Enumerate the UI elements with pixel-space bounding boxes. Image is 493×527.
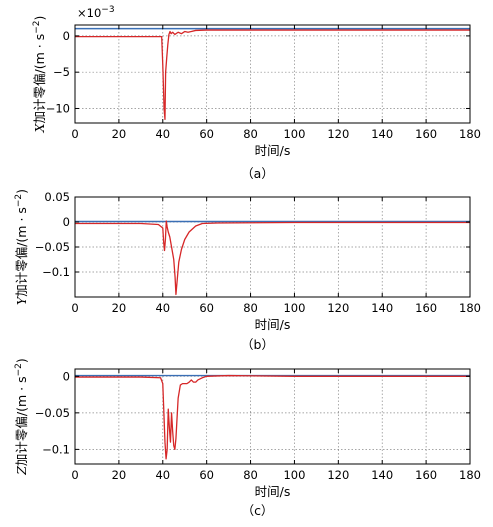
x-tick-label: 60: [199, 468, 214, 482]
series-line-1: [75, 29, 470, 121]
y-label-close: ): [14, 358, 29, 363]
y-label-close: ): [14, 189, 29, 194]
chart-panel-a: 0 20 40 60 80 100 120 140 160 180 −10 −5 0 ×10−3 时间/s X…: [32, 5, 481, 181]
x-tick-label: 180: [459, 127, 481, 141]
y-tick-label: −0.05: [35, 240, 70, 254]
x-tick-label: 100: [283, 301, 305, 315]
series-line-1: [75, 374, 470, 460]
y-tick-label: −5: [53, 65, 70, 79]
x-tick-label: 120: [327, 301, 349, 315]
y-axis-label: X加计零偏/(m · s−2): [32, 16, 47, 134]
y-label-var: Z: [14, 466, 29, 476]
x-tick-label: 160: [415, 127, 437, 141]
exponent-power: −3: [101, 5, 114, 15]
x-tick-label: 180: [459, 468, 481, 482]
x-tick-label: 160: [415, 301, 437, 315]
plot-area: [75, 369, 470, 464]
x-tick-label: 160: [415, 468, 437, 482]
series-line-1: [75, 220, 470, 296]
y-label-sup: −2: [14, 194, 24, 207]
x-axis-label: 时间/s: [255, 484, 291, 499]
x-tick-label: 140: [371, 127, 393, 141]
y-axis-label: Y加计零偏/(m · s−2): [14, 189, 29, 305]
chart-panel-c: 0 20 40 60 80 100 120 140 160 180 0 −0.05 −0.1 时间/s Z加…: [14, 358, 481, 518]
x-tick-label: 140: [371, 468, 393, 482]
x-tick-label: 20: [112, 468, 127, 482]
y-label-rest: 加计零偏/(m · s: [14, 376, 29, 466]
y-label-sup: −2: [32, 21, 42, 34]
y-tick-label: −0.1: [42, 265, 70, 279]
x-tick-label: 20: [112, 301, 127, 315]
panel-caption: （a）: [241, 166, 274, 181]
y-exponent-label: ×10−3: [77, 5, 115, 20]
y-axis-label: Z加计零偏/(m · s−2): [14, 358, 29, 476]
x-axis-label: 时间/s: [255, 143, 291, 158]
x-tick-label: 0: [71, 468, 78, 482]
y-tick-label: −0.1: [42, 442, 70, 456]
x-tick-label: 60: [199, 301, 214, 315]
x-tick-label: 180: [459, 301, 481, 315]
y-label-sup: −2: [14, 363, 24, 376]
x-tick-label: 100: [283, 127, 305, 141]
x-axis-label: 时间/s: [255, 317, 291, 332]
axes-frame: [74, 368, 471, 465]
x-tick-label: 120: [327, 468, 349, 482]
x-tick-label: 140: [371, 301, 393, 315]
y-tick-label: −10: [46, 101, 70, 115]
exponent-base: ×10: [77, 6, 101, 20]
axes-frame: [74, 24, 471, 124]
y-label-close: ): [32, 16, 47, 21]
x-tick-label: 100: [283, 468, 305, 482]
y-tick-label: 0: [63, 215, 70, 229]
x-tick-label: 40: [155, 127, 170, 141]
y-label-var: X: [32, 122, 47, 133]
x-tick-label: 120: [327, 127, 349, 141]
y-tick-label: 0.05: [44, 190, 70, 204]
panel-caption: （c）: [242, 503, 274, 518]
chart-panel-b: 0 20 40 60 80 100 120 140 160 180 0.05 0 −0.05 −0.1 时间…: [14, 189, 481, 352]
y-label-rest: 加计零偏/(m · s: [32, 34, 47, 124]
y-label-var: Y: [14, 295, 29, 305]
x-tick-label: 0: [71, 301, 78, 315]
x-tick-label: 20: [112, 127, 127, 141]
y-tick-label: 0: [63, 369, 70, 383]
x-tick-label: 40: [155, 468, 170, 482]
y-label-rest: 加计零偏/(m · s: [14, 207, 29, 297]
x-tick-label: 80: [243, 468, 258, 482]
x-tick-label: 80: [243, 127, 258, 141]
x-tick-label: 60: [199, 127, 214, 141]
y-tick-label: 0: [63, 29, 70, 43]
plot-area: [75, 25, 470, 123]
x-tick-label: 40: [155, 301, 170, 315]
y-tick-label: −0.05: [35, 406, 70, 420]
panel-caption: （b）: [241, 337, 274, 352]
x-tick-label: 0: [71, 127, 78, 141]
x-tick-label: 80: [243, 301, 258, 315]
